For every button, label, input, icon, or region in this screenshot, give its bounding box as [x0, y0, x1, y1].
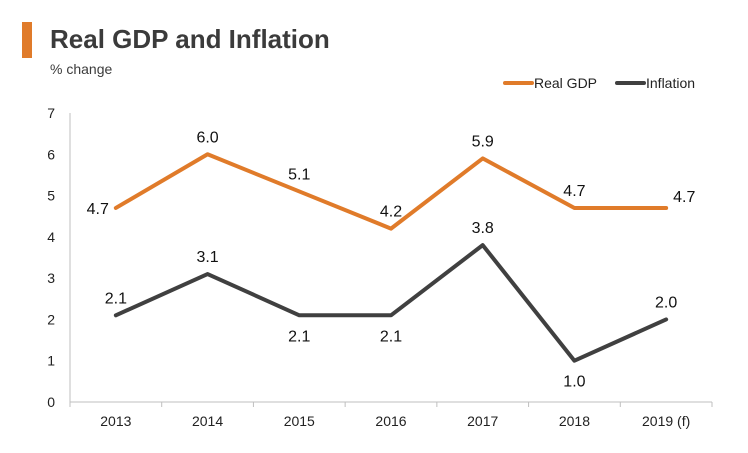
data-label-inflation: 1.0: [563, 374, 585, 391]
chart-subtitle: % change: [50, 61, 113, 77]
data-label-real-gdp: 4.7: [87, 201, 109, 218]
y-tick-label: 4: [47, 229, 55, 245]
y-tick-label: 7: [47, 105, 55, 121]
axes: 0 1 2 3 4 5 6 7 2013 2014 2015 2016 2017 2018 2019 (f): [47, 105, 713, 429]
data-label-inflation: 3.8: [472, 220, 494, 237]
x-tick-label: 2016: [375, 413, 406, 429]
data-label-real-gdp: 4.2: [380, 204, 402, 221]
series-line-inflation: [113, 243, 669, 363]
chart-title: Real GDP and Inflation: [50, 24, 330, 54]
y-tick-label: 0: [47, 394, 55, 410]
y-tick-label: 5: [47, 188, 55, 204]
x-tick-label: 2019 (f): [642, 413, 690, 429]
legend: Real GDP Inflation: [503, 75, 695, 91]
legend-label-real-gdp: Real GDP: [534, 75, 597, 91]
x-tick-label: 2015: [284, 413, 315, 429]
x-tick-label: 2013: [100, 413, 131, 429]
data-label-real-gdp: 4.7: [673, 189, 695, 206]
plot-area: 4.7 6.0 5.1 4.2 5.9 4.7 4.7 2.1 3.1 2.1 2.1 3.8 1.0 2…: [87, 129, 696, 390]
x-tick-label: 2014: [192, 413, 223, 429]
data-label-inflation: 2.1: [380, 328, 402, 345]
legend-label-inflation: Inflation: [646, 75, 695, 91]
y-tick-label: 2: [47, 311, 55, 327]
data-label-inflation: 2.1: [288, 328, 310, 345]
data-label-real-gdp: 6.0: [196, 129, 218, 146]
data-label-inflation: 3.1: [196, 249, 218, 266]
data-label-real-gdp: 5.9: [472, 133, 494, 150]
y-tick-label: 6: [47, 146, 55, 162]
data-label-real-gdp: 5.1: [288, 166, 310, 183]
x-tick-label: 2018: [559, 413, 590, 429]
x-tick-label: 2017: [467, 413, 498, 429]
data-label-inflation: 2.1: [105, 290, 127, 307]
y-tick-label: 3: [47, 270, 55, 286]
series-line-real-gdp: [113, 152, 669, 231]
data-label-inflation: 2.0: [655, 294, 677, 311]
title-accent-bar: [22, 22, 32, 58]
data-label-real-gdp: 4.7: [563, 183, 585, 200]
y-tick-label: 1: [47, 353, 55, 369]
